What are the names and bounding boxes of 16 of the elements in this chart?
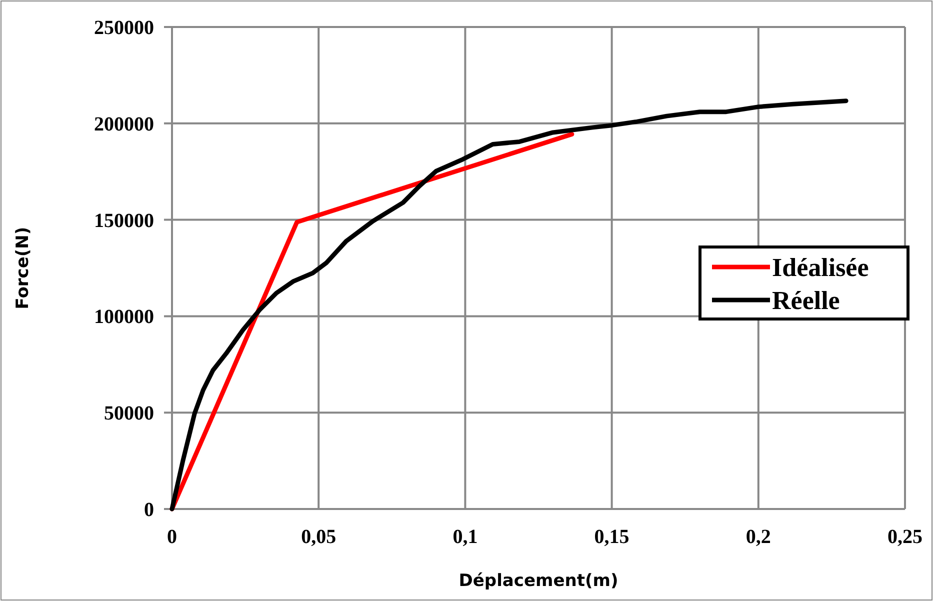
x-axis-title: Déplacement(m) — [458, 571, 618, 591]
y-tick-label: 100000 — [94, 306, 154, 328]
x-tick-label: 0,05 — [301, 526, 336, 548]
x-tick-label: 0,2 — [746, 526, 771, 548]
y-tick-label: 0 — [144, 499, 154, 521]
x-tick-label: 0,1 — [452, 526, 478, 548]
x-tick-label: 0 — [167, 526, 177, 548]
x-tick-label: 0,15 — [594, 526, 630, 548]
legend-label: Idéalisée — [772, 253, 869, 282]
y-axis-title: Force(N) — [13, 226, 33, 310]
y-tick-label: 250000 — [94, 17, 154, 39]
x-tick-label: 0,25 — [888, 526, 922, 548]
y-tick-label: 50000 — [104, 402, 154, 425]
legend-label: Réelle — [772, 286, 840, 315]
y-tick-label: 200000 — [94, 113, 154, 136]
y-tick-label: 150000 — [94, 210, 154, 232]
